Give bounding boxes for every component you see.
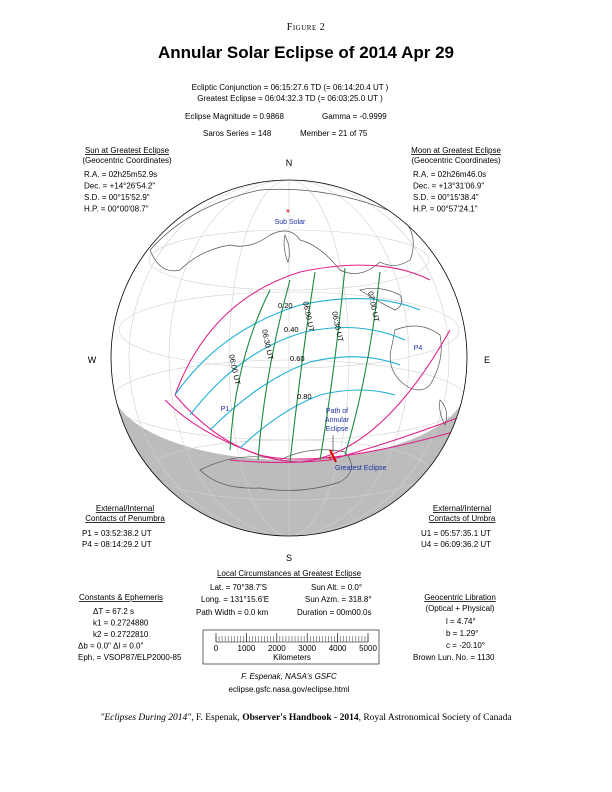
globe: * * — [110, 179, 468, 537]
eclipse-curves — [164, 264, 466, 464]
map-label: P1 — [221, 406, 230, 413]
summary-line: Greatest Eclipse = 06:04:32.3 TD (= 06:0… — [197, 94, 383, 103]
box-heading: Sun at Greatest Eclipse — [85, 146, 170, 155]
scale-tick-label: 3000 — [298, 644, 316, 653]
contacts-heading: Contacts of Umbra — [429, 514, 496, 523]
time-line — [344, 271, 381, 456]
summary-line: Saros Series = 148 — [203, 129, 272, 138]
footer-part: "Eclipses During 2014" — [100, 713, 192, 723]
url: eclipse.gsfc.nasa.gov/eclipse.html — [229, 685, 350, 694]
compass-label: E — [484, 355, 490, 365]
scale-tick-label: 0 — [214, 644, 219, 653]
time-line — [319, 267, 346, 461]
contacts-heading: External/Internal — [433, 504, 491, 513]
summary-line: Gamma = -0.9999 — [322, 112, 387, 121]
scale-tick-label: 5000 — [359, 644, 377, 653]
greatest-eclipse-marker: * — [328, 455, 332, 466]
magnitude-label: 0.80 — [297, 392, 312, 401]
map-label: Sub Solar — [275, 219, 306, 226]
box-heading: Moon at Greatest Eclipse — [411, 146, 501, 155]
constants-row: Eph. = VSOP87/ELP2000-85 — [78, 653, 182, 662]
libration-heading: Geocentric Libration — [424, 593, 496, 602]
local-row: Sun Azm. = 318.8° — [305, 595, 372, 604]
libration-row: c = -20.10° — [446, 641, 485, 650]
penumbra-limit — [174, 264, 431, 396]
coordinate-row: S.D. = 00°15'52.9" — [84, 193, 150, 202]
contact-row: U1 = 05:57:35.1 UT — [421, 529, 491, 538]
coordinate-row: R.A. = 02h26m46.0s — [413, 170, 486, 179]
contact-row: U4 = 06:09:36.2 UT — [421, 540, 491, 549]
libration-row: b = 1.29° — [446, 629, 478, 638]
footer: "Eclipses During 2014", F. Espenak, Obse… — [100, 712, 512, 723]
magnitude-curve — [174, 298, 421, 396]
magnitude-curve — [209, 356, 401, 431]
graticule — [111, 180, 467, 536]
map-label: Greatest Eclipse — [335, 465, 386, 472]
sub-solar-marker: * — [286, 208, 290, 219]
magnitude-label: 0.20 — [278, 301, 293, 310]
libration-row: Brown Lun. No. = 1130 — [413, 653, 495, 662]
map-label: P4 — [414, 345, 423, 352]
compass-label: W — [88, 355, 97, 365]
magnitude-curve — [189, 326, 406, 416]
box-subheading: (Geocentric Coordinates) — [411, 156, 501, 165]
coordinate-row: H.P. = 00°00'08.7" — [84, 205, 149, 214]
constants-row: k2 = 0.2722810 — [93, 630, 149, 639]
box-subheading: (Geocentric Coordinates) — [82, 156, 172, 165]
map-label: Annular — [325, 417, 350, 424]
scale-unit: Kilometers — [273, 653, 311, 662]
scale-tick-label: 2000 — [268, 644, 286, 653]
local-heading: Local Circumstances at Greatest Eclipse — [217, 569, 362, 578]
footer-part: , Royal Astronomical Society of Canada — [359, 712, 513, 723]
magnitude-curve — [239, 389, 396, 449]
libration-subheading: (Optical + Physical) — [425, 604, 494, 613]
local-row: Path Width = 0.0 km — [196, 608, 269, 617]
coordinate-row: Dec. = +13°31'06.9" — [413, 182, 484, 191]
contact-row: P1 = 03:52:38.2 UT — [82, 529, 152, 538]
coordinate-row: R.A. = 02h25m52.9s — [84, 170, 157, 179]
magnitude-label: 0.40 — [284, 325, 299, 334]
time-line — [229, 289, 271, 451]
constants-row: k1 = 0.2724880 — [93, 619, 149, 628]
map-label: Path of — [326, 408, 348, 415]
summary-line: Member = 21 of 75 — [300, 129, 368, 138]
local-row: Lat. = 70°38.7'S — [210, 583, 267, 592]
libration-row: l = 4.74° — [446, 617, 476, 626]
local-row: Long. = 131°15.6'E — [201, 595, 269, 604]
coordinate-row: S.D. = 00°15'38.4" — [413, 193, 479, 202]
scale-box — [202, 629, 380, 665]
footer-part: Observer's Handbook - 2014 — [242, 713, 359, 723]
constants-row: ΔT = 67.2 s — [93, 607, 134, 616]
magnitude-label: 0.60 — [290, 354, 305, 363]
contacts-heading: External/Internal — [96, 504, 154, 513]
scale-tick-label: 1000 — [238, 644, 256, 653]
compass-label: S — [286, 553, 292, 563]
constants-row: Δb = 0.0" Δl = 0.0" — [78, 642, 143, 651]
summary-line: Eclipse Magnitude = 0.9868 — [185, 112, 285, 121]
path-of-annular — [329, 449, 337, 463]
globe-outline — [110, 179, 468, 537]
summary-line: Ecliptic Conjunction = 06:15:27.6 TD (= … — [192, 83, 389, 92]
scale-tick-label: 4000 — [329, 644, 347, 653]
time-line — [289, 271, 316, 463]
compass-label: N — [286, 158, 293, 168]
title: Annular Solar Eclipse of 2014 Apr 29 — [158, 43, 454, 62]
coordinate-row: H.P. = 00°57'24.1" — [413, 205, 478, 214]
map-label: Eclipse — [326, 426, 349, 433]
credit: F. Espenak, NASA's GSFC — [241, 672, 337, 681]
local-row: Duration = 00m00.0s — [297, 608, 372, 617]
constants-heading: Constants & Ephemeris — [79, 593, 163, 602]
local-row: Sun Alt. = 0.0° — [311, 583, 362, 592]
footer-part: , F. Espenak, — [191, 713, 242, 723]
penumbra-limit — [229, 414, 466, 464]
contacts-heading: Contacts of Penumbra — [85, 514, 165, 523]
texts: Figure 2 Annular Solar Eclipse of 2014 Ap… — [78, 22, 512, 723]
penumbra-limit — [164, 399, 461, 460]
time-line — [257, 279, 291, 461]
coordinate-row: Dec. = +14°26'54.2" — [84, 182, 155, 191]
figure-label: Figure 2 — [287, 22, 325, 33]
contact-row: P4 = 08:14:29.2 UT — [82, 540, 152, 549]
